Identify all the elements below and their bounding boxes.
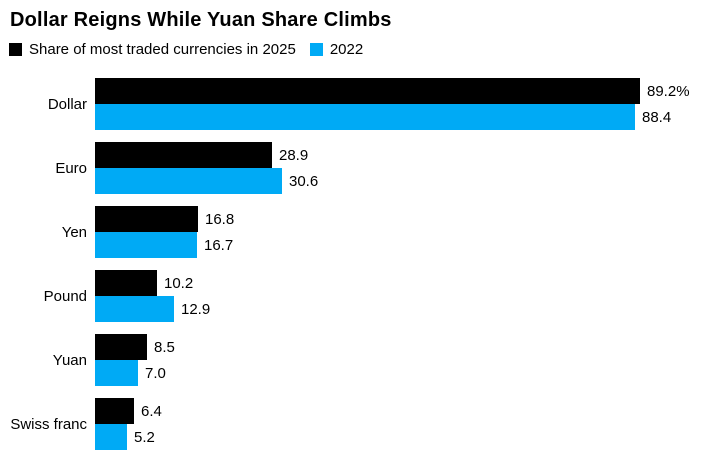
- bar-line: 10.2: [95, 270, 706, 296]
- bar-line: 7.0: [95, 360, 706, 386]
- legend-swatch-2022: [309, 43, 323, 56]
- bar-group-yen: 16.8 16.7: [95, 206, 706, 258]
- bar-line: 16.7: [95, 232, 706, 258]
- chart-row-swiss-franc: Swiss franc 6.4 5.2: [0, 398, 706, 450]
- bar-line: 8.5: [95, 334, 706, 360]
- value-label-yen-2025: 16.8: [205, 210, 235, 228]
- bar-group-pound: 10.2 12.9: [95, 270, 706, 322]
- bar-yen-2025: [95, 206, 198, 232]
- bar-line: 89.2%: [95, 78, 706, 104]
- bar-dollar-2025: [95, 78, 640, 104]
- bar-line: 5.2: [95, 424, 706, 450]
- bar-line: 12.9: [95, 296, 706, 322]
- value-label-euro-2022: 30.6: [289, 172, 319, 190]
- value-label-yuan-2025: 8.5: [154, 338, 175, 356]
- category-label-pound: Pound: [43, 287, 87, 305]
- bar-pound-2025: [95, 270, 157, 296]
- bar-group-yuan: 8.5 7.0: [95, 334, 706, 386]
- value-label-pound-2025: 10.2: [164, 274, 194, 292]
- bar-line: 28.9: [95, 142, 706, 168]
- bar-euro-2025: [95, 142, 272, 168]
- bar-euro-2022: [95, 168, 282, 194]
- bar-line: 30.6: [95, 168, 706, 194]
- bar-line: 88.4: [95, 104, 706, 130]
- bar-swiss-franc-2022: [95, 424, 127, 450]
- bar-line: 16.8: [95, 206, 706, 232]
- bar-group-swiss-franc: 6.4 5.2: [95, 398, 706, 450]
- chart-row-yuan: Yuan 8.5 7.0: [0, 334, 706, 386]
- bar-yuan-2022: [95, 360, 138, 386]
- bar-group-euro: 28.9 30.6: [95, 142, 706, 194]
- value-label-dollar-2025: 89.2%: [647, 82, 690, 100]
- value-label-swiss-franc-2022: 5.2: [134, 428, 155, 446]
- bar-dollar-2022: [95, 104, 635, 130]
- chart-row-euro: Euro 28.9 30.6: [0, 142, 706, 194]
- bar-yen-2022: [95, 232, 197, 258]
- legend-label-2025: Share of most traded currencies in 2025: [29, 41, 296, 58]
- chart-row-pound: Pound 10.2 12.9: [0, 270, 706, 322]
- chart-row-dollar: Dollar 89.2% 88.4: [0, 78, 706, 130]
- category-label-euro: Euro: [55, 159, 87, 177]
- category-label-yuan: Yuan: [52, 351, 87, 369]
- bar-line: 6.4: [95, 398, 706, 424]
- value-label-dollar-2022: 88.4: [642, 108, 672, 126]
- chart-title: Dollar Reigns While Yuan Share Climbs: [10, 9, 392, 31]
- legend-label-2022: 2022: [329, 41, 364, 58]
- bar-pound-2022: [95, 296, 174, 322]
- bar-swiss-franc-2025: [95, 398, 134, 424]
- legend-item-2025: Share of most traded currencies in 2025: [9, 41, 296, 58]
- value-label-pound-2022: 12.9: [181, 300, 211, 318]
- plot-area: Dollar 89.2% 88.4 Euro 28.9 30.6 Yen 16.8 16.7 Po…: [0, 78, 706, 450]
- legend-item-2022: 2022: [309, 41, 364, 58]
- value-label-euro-2025: 28.9: [279, 146, 309, 164]
- value-label-swiss-franc-2025: 6.4: [141, 402, 162, 420]
- category-label-swiss-franc: Swiss franc: [10, 415, 87, 433]
- legend-swatch-2025: [9, 43, 22, 56]
- bar-group-dollar: 89.2% 88.4: [95, 78, 706, 130]
- value-label-yuan-2022: 7.0: [145, 364, 166, 382]
- chart-row-yen: Yen 16.8 16.7: [0, 206, 706, 258]
- category-label-dollar: Dollar: [47, 95, 87, 113]
- legend: Share of most traded currencies in 2025 …: [9, 41, 706, 58]
- bar-yuan-2025: [95, 334, 147, 360]
- category-label-yen: Yen: [61, 223, 87, 241]
- value-label-yen-2022: 16.7: [204, 236, 234, 254]
